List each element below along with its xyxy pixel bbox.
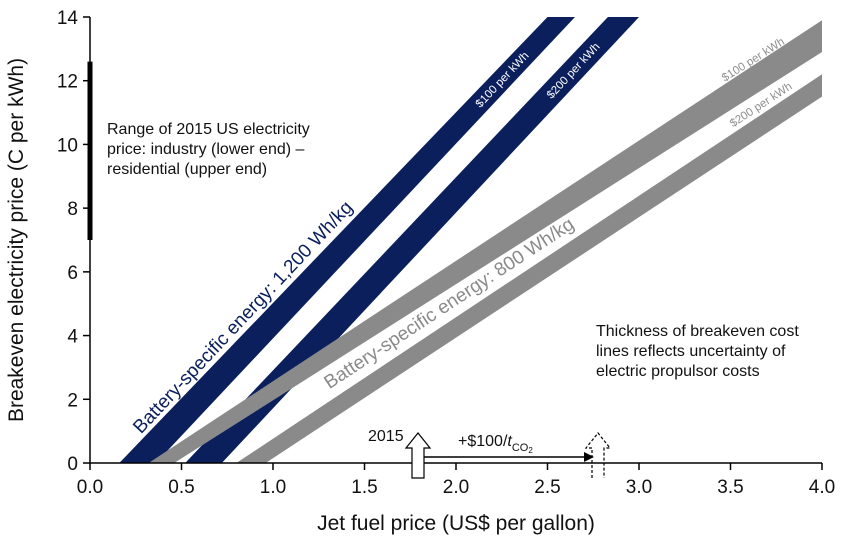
y-axis-title: Breakeven electricity price (C per kWh) [5, 58, 28, 422]
year-2015-label: 2015 [368, 428, 404, 445]
arrow-2015-icon [404, 432, 432, 479]
range-annotation: Range of 2015 US electricity price: indu… [107, 121, 310, 178]
band-grey-200 [236, 74, 822, 463]
arrow-shifted-icon [584, 432, 612, 478]
thickness-annotation-line1: Thickness of breakeven cost [596, 323, 799, 340]
x-tick-label: 3.0 [626, 477, 652, 498]
blue-200-per-kwh-label: $200 per kWh [545, 41, 603, 101]
thickness-annotation-line2: lines reflects uncertainty of [596, 343, 786, 360]
x-tick-label: 0.5 [168, 477, 194, 498]
range-annotation-line3: residential (upper end) [107, 161, 267, 178]
x-tick-label: 3.5 [717, 477, 743, 498]
x-tick-label: 4.0 [809, 477, 835, 498]
carbon-tax-co: CO [512, 442, 529, 454]
carbon-tax-prefix: +$100/ [458, 433, 508, 450]
carbon-tax-label: +$100/tCO2 [458, 433, 533, 455]
y-tick-label: 12 [57, 72, 78, 93]
range-annotation-line2: price: industry (lower end) – [107, 141, 305, 158]
y-tick-label: 2 [67, 390, 78, 411]
shift-arrowhead-icon [584, 452, 594, 462]
y-ticks: 0 2 4 6 8 10 12 14 [57, 8, 90, 475]
x-tick-label: 2.0 [443, 477, 469, 498]
band-blue-100 [119, 17, 576, 463]
range-annotation-line1: Range of 2015 US electricity [107, 121, 310, 138]
y-tick-label: 10 [57, 135, 78, 156]
x-tick-label: 1.5 [351, 477, 377, 498]
blue-100-per-kwh-label: $100 per kWh [474, 50, 532, 110]
x-tick-label: 0.0 [77, 477, 103, 498]
carbon-tax-t: t [507, 433, 512, 450]
x-ticks: 0.0 0.5 1.0 1.5 2.0 2.5 3.0 3.5 4.0 [77, 463, 835, 498]
price-shift-annotation: 2015 +$100/tCO2 [368, 428, 612, 479]
x-tick-label: 1.0 [260, 477, 286, 498]
thickness-annotation-line3: electric propulsor costs [596, 363, 760, 380]
y-tick-label: 4 [67, 327, 78, 348]
carbon-tax-2: 2 [528, 446, 533, 455]
y-tick-label: 14 [57, 8, 79, 29]
y-tick-label: 0 [67, 454, 78, 475]
band-grey-100 [148, 20, 822, 463]
y-tick-label: 6 [67, 263, 78, 284]
thickness-annotation: Thickness of breakeven cost lines reflec… [596, 323, 799, 380]
breakeven-bands [119, 17, 822, 463]
y-tick-label: 8 [67, 199, 78, 220]
x-axis-title: Jet fuel price (US$ per gallon) [317, 512, 595, 535]
band-blue-200 [185, 17, 639, 463]
x-tick-label: 2.5 [534, 477, 560, 498]
